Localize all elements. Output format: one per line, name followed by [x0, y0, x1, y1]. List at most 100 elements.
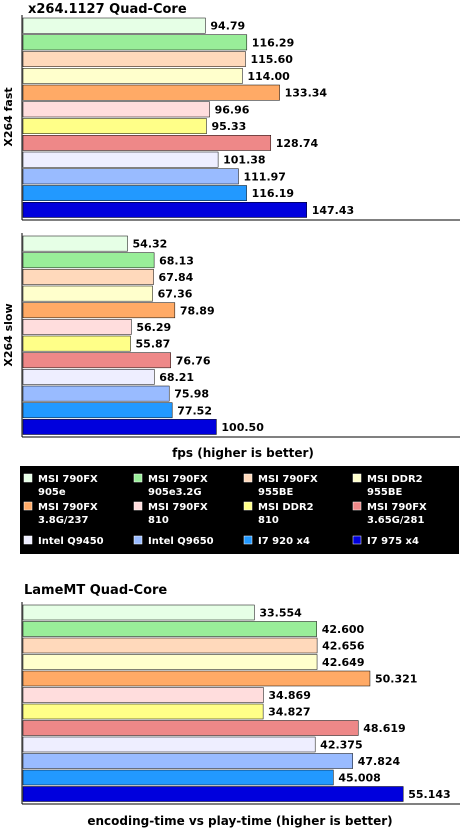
legend-label: MSI 790FX	[148, 502, 208, 513]
data-label: 34.827	[268, 706, 310, 719]
legend-label: 810	[258, 515, 279, 526]
bar-8	[22, 135, 272, 151]
bar-12	[22, 419, 217, 435]
data-label: 54.32	[133, 238, 168, 251]
legend-swatch	[133, 501, 143, 511]
chart-1: 94.79 116.29 115.60 114.00 133.34 96.96 95.33 1…	[2, 15, 460, 221]
legend-label: 3.65G/281	[367, 515, 424, 526]
x-axis-label: fps (higher is better)	[172, 446, 314, 460]
data-label: 47.824	[358, 755, 401, 768]
bar-1	[22, 604, 255, 621]
legend-swatch	[133, 473, 143, 483]
legend-label: I7 920 x4	[258, 536, 310, 547]
bar-7	[22, 703, 264, 720]
bar-11	[22, 402, 173, 419]
data-label: 115.60	[250, 53, 293, 66]
legend-label: MSI DDR2	[258, 502, 314, 513]
bar-10	[22, 168, 239, 185]
chart-2: 54.32 68.13 67.84 67.36 78.89 56.29 55.87 76.76…	[2, 233, 460, 438]
data-label: 67.84	[159, 271, 194, 284]
chart-3: 33.554 42.600 42.656 42.649 50.321 34.869 34.8…	[21, 602, 460, 805]
bar-4	[22, 285, 153, 302]
bar-6	[22, 319, 132, 335]
legend-label: 955BE	[367, 487, 402, 498]
data-label: 94.79	[210, 20, 245, 33]
bar-6	[22, 687, 264, 703]
legend-swatch	[352, 535, 362, 545]
bar-12	[22, 786, 404, 802]
legend-label: MSI 790FX	[148, 474, 208, 485]
data-label: 55.87	[136, 338, 171, 351]
chart-title: x264.1127 Quad-Core	[28, 2, 187, 17]
legend-swatch	[243, 501, 253, 511]
legend-label: MSI 790FX	[367, 502, 427, 513]
data-label: 42.375	[320, 739, 362, 752]
bar-3	[22, 637, 318, 654]
data-label: 133.34	[285, 87, 328, 100]
data-label: 68.13	[159, 254, 194, 267]
legend-swatch	[352, 473, 362, 483]
bar-9	[22, 736, 316, 753]
data-label: 77.52	[177, 404, 212, 417]
bar-2	[22, 621, 317, 637]
legend-label: MSI 790FX	[38, 502, 98, 513]
legend-label: 955BE	[258, 487, 293, 498]
bar-12	[22, 202, 307, 218]
data-label: 100.50	[221, 421, 264, 434]
bar-9	[22, 369, 155, 385]
data-label: 78.89	[180, 304, 215, 317]
data-label: 42.600	[322, 623, 365, 636]
data-label: 34.869	[268, 689, 310, 702]
data-label: 128.74	[276, 137, 319, 150]
data-label: 76.76	[176, 354, 211, 367]
legend-label: 905e3.2G	[148, 487, 202, 498]
legend-swatch	[23, 501, 33, 511]
bar-11	[22, 185, 247, 201]
bar-8	[22, 720, 359, 736]
legend-label: I7 975 x4	[367, 536, 419, 547]
legend-label: Intel Q9650	[148, 536, 214, 547]
legend: MSI 790FX 905e MSI 790FX 905e3.2G MSI 790FX 9…	[20, 466, 459, 554]
bar-8	[22, 352, 171, 369]
data-label: 75.98	[174, 388, 209, 401]
y-axis-label: X264 fast	[2, 87, 15, 146]
bar-1	[22, 17, 206, 34]
data-label: 48.619	[363, 722, 405, 735]
legend-swatch	[133, 535, 143, 545]
bar-3	[22, 51, 246, 67]
bar-10	[22, 385, 170, 402]
data-label: 67.36	[158, 288, 193, 301]
data-label: 42.656	[322, 640, 365, 653]
bar-7	[22, 118, 207, 134]
y-axis-label: X264 slow	[2, 303, 15, 366]
legend-label: 905e	[38, 487, 66, 498]
legend-swatch	[243, 535, 253, 545]
data-label: 101.38	[223, 154, 265, 167]
data-label: 116.19	[252, 187, 294, 200]
bar-3	[22, 269, 154, 285]
data-label: 45.008	[338, 772, 380, 785]
legend-swatch	[23, 473, 33, 483]
data-label: 68.21	[159, 371, 194, 384]
bar-1	[22, 235, 128, 252]
data-label: 116.29	[252, 36, 294, 49]
data-label: 33.554	[259, 607, 302, 620]
bar-5	[22, 84, 280, 101]
bar-4	[22, 654, 318, 670]
legend-swatch	[352, 501, 362, 511]
bar-6	[22, 101, 210, 118]
bar-4	[22, 68, 243, 84]
data-label: 42.649	[322, 656, 364, 669]
bar-5	[22, 670, 371, 687]
data-label: 56.29	[136, 321, 171, 334]
bar-11	[22, 769, 334, 786]
bar-7	[22, 335, 131, 352]
legend-label: MSI 790FX	[38, 474, 98, 485]
bar-2	[22, 252, 155, 269]
data-label: 111.97	[243, 170, 285, 183]
bar-10	[22, 753, 353, 769]
data-label: 147.43	[312, 204, 354, 217]
legend-box	[20, 466, 459, 554]
bar-9	[22, 151, 219, 168]
bar-5	[22, 302, 176, 319]
